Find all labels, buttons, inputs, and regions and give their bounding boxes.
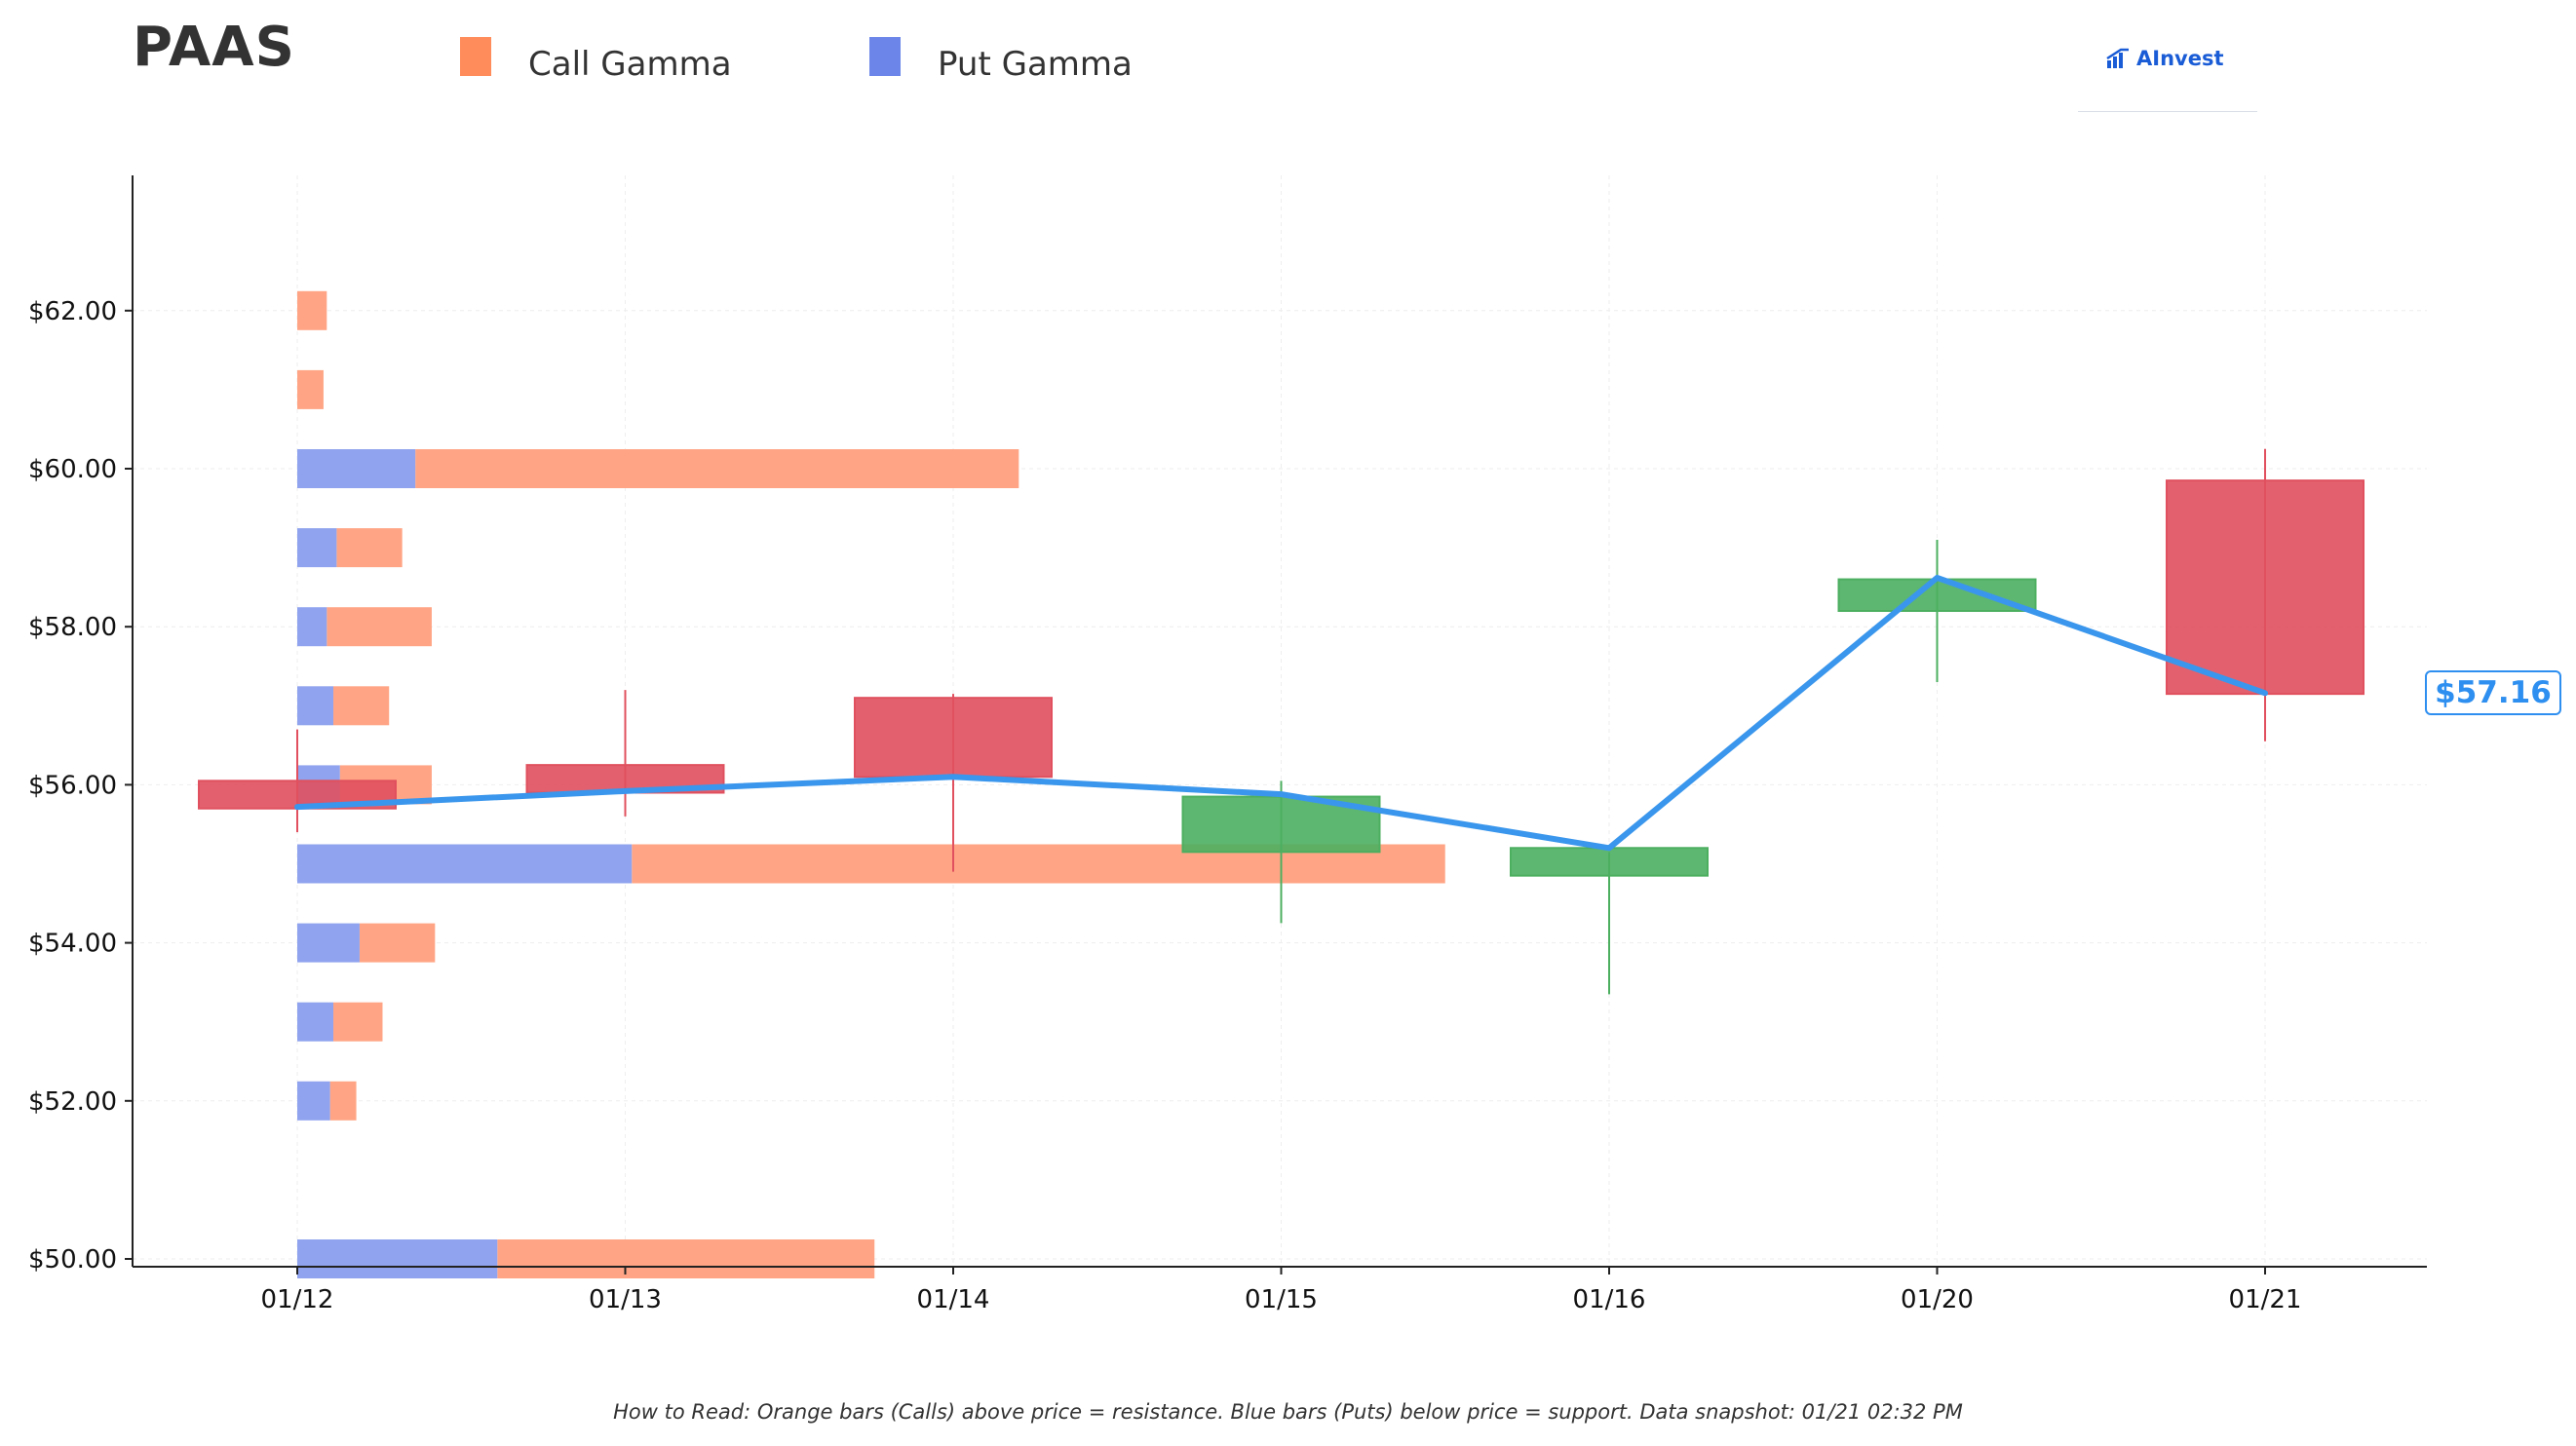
put-gamma-bar bbox=[297, 686, 334, 726]
put-gamma-bar bbox=[297, 1002, 334, 1042]
x-tick-label: 01/13 bbox=[589, 1285, 662, 1314]
x-tick-labels: 01/12 01/13 01/14 01/15 01/16 01/20 01/21 bbox=[261, 1267, 2302, 1314]
put-gamma-bar bbox=[297, 607, 327, 647]
grid-lines bbox=[133, 175, 2427, 1267]
put-gamma-swatch bbox=[869, 37, 901, 76]
put-gamma-bar bbox=[297, 1081, 330, 1121]
y-tick-label: $58.00 bbox=[28, 613, 117, 642]
current-price-label: $57.16 bbox=[2425, 670, 2561, 715]
y-tick-label: $62.00 bbox=[28, 297, 117, 326]
call-gamma-swatch bbox=[460, 37, 491, 76]
close-price-line bbox=[294, 574, 2268, 852]
x-tick-label: 01/15 bbox=[1245, 1285, 1318, 1314]
x-tick-label: 01/16 bbox=[1573, 1285, 1646, 1314]
call-gamma-bar bbox=[359, 923, 436, 963]
y-tick-label: $60.00 bbox=[28, 455, 117, 484]
put-gamma-bar bbox=[297, 844, 633, 884]
y-tick-labels: $50.00 $52.00 $54.00 $56.00 $58.00 $60.00 $62.… bbox=[28, 297, 133, 1275]
call-gamma-legend-label: Call Gamma bbox=[528, 45, 732, 84]
call-gamma-bar bbox=[333, 686, 390, 726]
ticker-title: PAAS bbox=[133, 16, 295, 79]
x-tick-label: 01/21 bbox=[2229, 1285, 2302, 1314]
candle-body bbox=[1510, 847, 1709, 877]
x-tick-label: 01/14 bbox=[917, 1285, 990, 1314]
axes bbox=[132, 175, 2427, 1268]
x-tick-label: 01/12 bbox=[261, 1285, 334, 1314]
call-gamma-bar bbox=[327, 607, 432, 647]
put-gamma-bar bbox=[297, 449, 416, 488]
candlesticks bbox=[198, 448, 2365, 995]
x-tick-label: 01/20 bbox=[1901, 1285, 1974, 1314]
candle-body bbox=[2166, 479, 2365, 696]
call-gamma-bar bbox=[333, 1002, 383, 1042]
logo-underline bbox=[2078, 111, 2257, 112]
put-gamma-legend-label: Put Gamma bbox=[938, 45, 1133, 84]
close-series-line bbox=[294, 574, 2268, 852]
call-gamma-bar bbox=[297, 290, 327, 330]
put-gamma-bar bbox=[297, 923, 360, 963]
candle-body bbox=[854, 697, 1053, 779]
call-gamma-bar bbox=[497, 1239, 875, 1278]
ainvest-logo-icon bbox=[2106, 48, 2129, 68]
candle-body bbox=[1837, 578, 2037, 612]
y-tick-label: $50.00 bbox=[28, 1245, 117, 1275]
footnote: How to Read: Orange bars (Calls) above p… bbox=[613, 1400, 1963, 1424]
y-tick-label: $54.00 bbox=[28, 930, 117, 959]
gamma-bars bbox=[297, 290, 1445, 1278]
call-gamma-bar bbox=[329, 1081, 357, 1121]
put-gamma-bar bbox=[297, 1239, 498, 1278]
call-gamma-bar bbox=[415, 449, 1019, 488]
ainvest-logo: AInvest bbox=[2105, 47, 2224, 70]
y-tick-label: $52.00 bbox=[28, 1087, 117, 1117]
call-gamma-bar bbox=[297, 369, 324, 409]
y-tick-label: $56.00 bbox=[28, 771, 117, 800]
call-gamma-bar bbox=[336, 528, 403, 568]
put-gamma-bar bbox=[297, 528, 337, 568]
logo-text: AInvest bbox=[2136, 47, 2224, 70]
